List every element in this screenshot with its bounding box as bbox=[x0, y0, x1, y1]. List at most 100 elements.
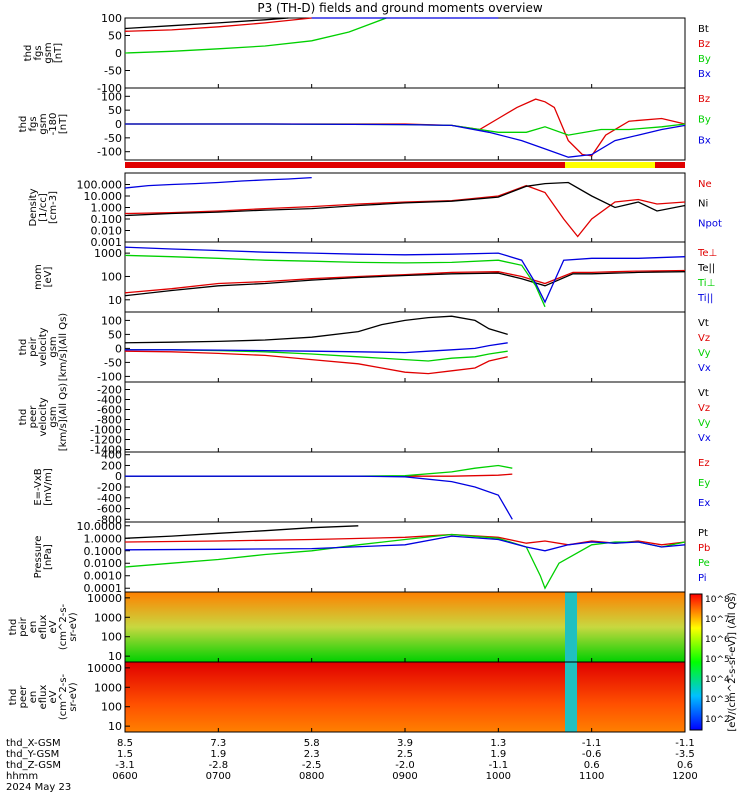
ephem-value: -2.8 bbox=[209, 760, 229, 771]
ephem-value: -1.1 bbox=[675, 738, 695, 749]
ephem-value: 0600 bbox=[112, 771, 137, 782]
series-Npot bbox=[124, 176, 312, 189]
status-bar-red bbox=[125, 162, 685, 168]
ytick-label: 100 bbox=[101, 701, 122, 714]
series-Bt bbox=[124, 17, 289, 30]
ylabel-density: Density bbox=[28, 188, 39, 226]
ephem-label: hhmm bbox=[6, 771, 38, 782]
series-Ex bbox=[125, 475, 513, 520]
ytick-label: -1000 bbox=[90, 424, 122, 437]
ylabel-peer-velocity: peer bbox=[28, 405, 39, 429]
ylabel-peir-en-eflux: peir bbox=[18, 616, 29, 636]
ylabel-peer-en-eflux: eV bbox=[48, 690, 59, 703]
series-Pt bbox=[124, 525, 359, 539]
ytick-label: 400 bbox=[101, 449, 122, 462]
ytick-label: 50 bbox=[108, 30, 122, 43]
ylabel-peer-en-eflux: thd bbox=[8, 689, 19, 706]
ytick-label: 10 bbox=[108, 720, 122, 733]
ylabel-density: [1/cc] bbox=[38, 193, 49, 222]
panel-peer-en-eflux: 10000 1000 100 10 thd peer en eflux eV (cm^2-s-sr… bbox=[8, 661, 686, 733]
ephem-value: -3.1 bbox=[115, 760, 135, 771]
series-By bbox=[124, 17, 387, 54]
plot-title: P3 (TH-D) fields and ground moments over… bbox=[257, 1, 542, 15]
ytick-label: 1.000 bbox=[91, 202, 123, 215]
legend-By: By bbox=[698, 54, 711, 65]
legend-Pe: Pe bbox=[698, 558, 710, 569]
series-Vz bbox=[124, 350, 508, 375]
ytick-label: -1400 bbox=[90, 444, 122, 457]
series-Vt bbox=[124, 315, 508, 344]
panel-peir-en-eflux: 10000 1000 100 10 thd peir en eflux eV (cm^2-s-sr… bbox=[8, 591, 686, 663]
ytick-label: 100 bbox=[101, 12, 122, 25]
colorbar: 10^8 10^7 10^6 10^5 10^4 10^3 10^2[eV/(cm^2-s-… bbox=[689, 592, 738, 732]
ylabel-peir-en-eflux: (cm^2-s- bbox=[58, 603, 69, 650]
panel-fgs-gsm: 100 50 0 -50 -100 thd fgs gsm [nT] Bt Bz By Bx bbox=[23, 12, 711, 95]
ylabel-moments: [eV] bbox=[43, 267, 54, 288]
series-Ni bbox=[124, 181, 686, 217]
colorbar-tick: 10^7 bbox=[705, 615, 730, 625]
spectrogram-peer-en-eflux bbox=[125, 662, 685, 732]
legend-Vx: Vx bbox=[698, 433, 711, 444]
ephem-value: 2.5 bbox=[397, 749, 413, 760]
ephem-value: 1.5 bbox=[117, 749, 133, 760]
series-Bz bbox=[125, 98, 686, 157]
ylabel-peir-en-eflux: sr-eV) bbox=[68, 612, 79, 641]
ylabel-peir-velocity: gsm bbox=[48, 336, 59, 357]
ytick-label: -100 bbox=[97, 82, 122, 95]
ytick-label: -600 bbox=[97, 503, 122, 516]
ytick-label: 0 bbox=[115, 342, 122, 355]
ephem-value: 0.6 bbox=[584, 760, 600, 771]
ytick-label: 100 bbox=[101, 314, 122, 327]
legend-Bt: Bt bbox=[698, 24, 709, 35]
ylabel-peir-en-eflux: eflux bbox=[38, 615, 49, 640]
series-Bz bbox=[124, 17, 312, 32]
ylabel-density: [cm-3] bbox=[48, 191, 59, 224]
ephem-value: 0900 bbox=[392, 771, 417, 782]
series-Te|| bbox=[124, 271, 686, 297]
ytick-label: 0.0100 bbox=[84, 557, 123, 570]
legend-Ey: Ey bbox=[698, 478, 710, 489]
ylabel-fgs-gsm-zoom: fgs bbox=[28, 116, 39, 131]
ytick-label: -1200 bbox=[90, 434, 122, 447]
ytick-label: 0 bbox=[115, 470, 122, 483]
ytick-label: -200 bbox=[97, 384, 122, 397]
ylabel-peir-en-eflux: thd bbox=[8, 619, 19, 636]
ephem-value: 1100 bbox=[579, 771, 604, 782]
ylabel-fgs-gsm: [nT] bbox=[53, 43, 64, 63]
ylabel-pressure: Pressure bbox=[33, 536, 44, 579]
ephem-value: 0800 bbox=[299, 771, 324, 782]
ephem-value: -2.0 bbox=[395, 760, 415, 771]
ytick-label: 1.0000 bbox=[84, 532, 123, 545]
ephem-value: 2.3 bbox=[304, 749, 320, 760]
ylabel-fgs-gsm-zoom: gsm bbox=[38, 113, 49, 134]
ylabel-peer-velocity: [km/s](All Qs) bbox=[58, 383, 69, 451]
ephem-value: -1.1 bbox=[582, 738, 602, 749]
ytick-label: -600 bbox=[97, 404, 122, 417]
ytick-label: -200 bbox=[97, 481, 122, 494]
ylabel-peer-en-eflux: eflux bbox=[38, 685, 49, 710]
legend-Ez: Ez bbox=[698, 458, 710, 469]
ylabel-peer-velocity: velocity bbox=[38, 397, 49, 436]
series-By bbox=[125, 123, 686, 136]
colorbar-tick: 10^8 bbox=[705, 595, 730, 605]
ylabel-peir-velocity: [km/s](All Qs) bbox=[58, 313, 69, 381]
ephem-value: -0.6 bbox=[582, 749, 602, 760]
legend-Vz: Vz bbox=[698, 333, 710, 344]
colorbar-tick: 10^5 bbox=[705, 655, 730, 665]
colorbar-tick: 10^3 bbox=[705, 695, 730, 705]
ylabel-peir-velocity: thd bbox=[18, 339, 29, 356]
colorbar-tick: 10^6 bbox=[705, 635, 730, 645]
ylabel-peer-en-eflux: sr-eV) bbox=[68, 682, 79, 711]
legend-Bx: Bx bbox=[698, 69, 711, 80]
ytick-label: 10.000 bbox=[84, 190, 123, 203]
ephem-value: 0.6 bbox=[677, 760, 693, 771]
ytick-label: 200 bbox=[101, 459, 122, 472]
ylabel-fgs-gsm-zoom: -180 bbox=[48, 113, 59, 136]
ytick-label: 0.100 bbox=[91, 213, 123, 226]
frame-e-vxb bbox=[124, 451, 686, 523]
status-bar-yellow bbox=[565, 162, 655, 168]
ytick-label: 1000 bbox=[94, 247, 122, 260]
